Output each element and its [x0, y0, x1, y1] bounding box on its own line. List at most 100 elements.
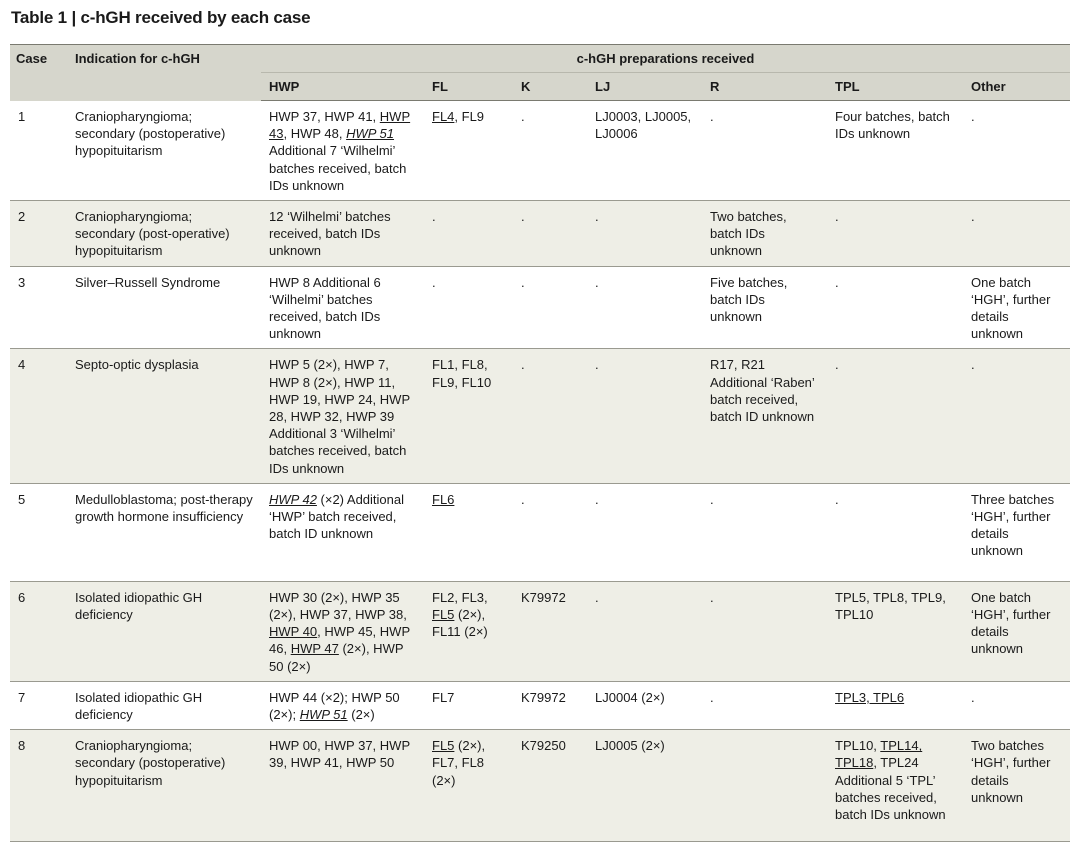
hwp-cell-segment: HWP 51: [346, 126, 395, 142]
tpl-cell-segment: Four batches, batch IDs unknown: [835, 109, 950, 142]
tpl-cell: .: [827, 200, 963, 267]
hwp-cell-segment: HWP 43: [269, 109, 411, 142]
table-row: 8 Craniopharyngioma; secondary (postopera…: [10, 729, 1070, 842]
fl-cell-segment: .: [432, 274, 436, 290]
k-cell: K79972: [513, 581, 587, 682]
fl-cell-segment: FL2, FL3,: [432, 589, 488, 605]
table-row: 1 Craniopharyngioma; secondary (postopera…: [10, 100, 1070, 202]
k-cell: K79972: [513, 681, 587, 731]
hwp-cell-segment: HWP 40: [269, 624, 318, 640]
header-fl: FL: [424, 72, 513, 101]
hwp-cell: HWP 42 (×2) Additional ‘HWP’ batch recei…: [261, 483, 424, 582]
r-cell: .: [702, 483, 827, 582]
tpl-cell: .: [827, 348, 963, 484]
hwp-cell: HWP 00, HWP 37, HWP 39, HWP 41, HWP 50: [261, 729, 424, 842]
hwp-cell-segment: HWP 8 Additional 6 ‘Wilhelmi’ batches re…: [269, 274, 381, 342]
table-row: 3 Silver–Russell Syndrome HWP 8 Additional…: [10, 266, 1070, 350]
hwp-cell-segment: HWP 42: [269, 491, 317, 507]
lj-cell: LJ0005 (2×): [587, 729, 702, 842]
indication-cell: Craniopharyngioma; secondary (postoperat…: [65, 729, 261, 842]
hwp-cell: HWP 37, HWP 41, HWP 43, HWP 48, HWP 51 A…: [261, 100, 424, 202]
case-number: 2: [10, 200, 65, 267]
tpl-cell: TPL5, TPL8, TPL9, TPL10: [827, 581, 963, 682]
case-number: 4: [10, 348, 65, 484]
fl-cell-segment: .: [432, 209, 436, 225]
lj-cell: .: [587, 483, 702, 582]
fl-cell-segment: FL7: [432, 689, 455, 705]
fl-cell-segment: FL5: [432, 738, 455, 754]
fl-cell: FL1, FL8, FL9, FL10: [424, 348, 513, 484]
tpl-cell: TPL10, TPL14, TPL18, TPL24 Additional 5 …: [827, 729, 963, 842]
r-cell: Five batches, batch IDs unknown: [702, 266, 827, 350]
indication-cell: Silver–Russell Syndrome: [65, 266, 261, 350]
tpl-cell-segment: .: [835, 209, 839, 225]
table-header: Case Indication for c-hGH c-hGH preparat…: [10, 44, 1070, 101]
other-cell: .: [963, 681, 1070, 731]
other-cell: One batch ‘HGH’, further details unknown: [963, 266, 1070, 350]
tpl-cell-segment: TPL5, TPL8, TPL9, TPL10: [835, 589, 946, 623]
other-cell: .: [963, 348, 1070, 484]
k-cell: .: [513, 348, 587, 484]
k-cell: .: [513, 483, 587, 582]
tpl-cell-segment: .: [835, 274, 839, 290]
hwp-cell-segment: 12 ‘Wilhelmi’ batches received, batch ID…: [269, 209, 391, 259]
indication-cell: Medulloblastoma; post-therapy growth hor…: [65, 483, 261, 582]
hwp-cell-segment: HWP 51: [299, 707, 348, 723]
hwp-cell-segment: (2×): [347, 707, 375, 723]
lj-cell: .: [587, 200, 702, 267]
table-row: 7 Isolated idiopathic GH deficiency HWP 44…: [10, 681, 1070, 731]
other-cell: .: [963, 200, 1070, 267]
fl-cell-segment: FL6: [432, 491, 455, 507]
header-indication: Indication for c-hGH: [65, 44, 261, 101]
tpl-cell: TPL3, TPL6: [827, 681, 963, 731]
hwp-cell: HWP 8 Additional 6 ‘Wilhelmi’ batches re…: [261, 266, 424, 350]
r-cell: [702, 729, 827, 842]
other-cell: Three batches ‘HGH’, further details unk…: [963, 483, 1070, 582]
hwp-cell-segment: , HWP 48,: [283, 126, 347, 142]
hwp-cell-segment: HWP 00, HWP 37, HWP 39, HWP 41, HWP 50: [269, 738, 410, 771]
hwp-cell-segment: HWP 47: [290, 641, 339, 657]
fl-cell: FL5 (2×), FL7, FL8 (2×): [424, 729, 513, 842]
tpl-cell: .: [827, 266, 963, 350]
hwp-cell-segment: HWP 5 (2×), HWP 7, HWP 8 (2×), HWP 11, H…: [269, 357, 410, 476]
case-number: 6: [10, 581, 65, 682]
hwp-cell-segment: (2×), HWP 50 (2×): [269, 641, 404, 674]
fl-cell: .: [424, 200, 513, 267]
lj-cell: LJ0004 (2×): [587, 681, 702, 731]
header-lj: LJ: [587, 72, 702, 101]
tpl-cell-segment: TPL3, TPL6: [835, 689, 905, 705]
case-number: 3: [10, 266, 65, 350]
header-k: K: [513, 72, 587, 101]
hwp-cell: HWP 44 (×2); HWP 50 (2×); HWP 51 (2×): [261, 681, 424, 731]
indication-cell: Septo-optic dysplasia: [65, 348, 261, 484]
tpl-cell-segment: , TPL24 Additional 5 ‘TPL’ batches recei…: [835, 755, 946, 823]
fl-cell: FL4, FL9: [424, 100, 513, 202]
hwp-cell-segment: HWP 30 (2×), HWP 35 (2×), HWP 37, HWP 38…: [269, 589, 407, 623]
fl-cell: FL6: [424, 483, 513, 582]
header-case: Case: [10, 44, 65, 101]
header-r: R: [702, 72, 827, 101]
indication-cell: Isolated idiopathic GH deficiency: [65, 581, 261, 682]
other-cell: .: [963, 100, 1070, 202]
case-number: 8: [10, 729, 65, 842]
fl-cell-segment: FL1, FL8, FL9, FL10: [432, 357, 492, 390]
case-number: 1: [10, 100, 65, 202]
table-row: 5 Medulloblastoma; post-therapy growth ho…: [10, 483, 1070, 582]
tpl-cell-segment: TPL10,: [835, 738, 881, 754]
hwp-cell-segment: HWP 44 (×2); HWP 50 (2×);: [269, 689, 400, 723]
k-cell: .: [513, 200, 587, 267]
k-cell: .: [513, 100, 587, 202]
hwp-cell-segment: HWP 37, HWP 41,: [269, 109, 380, 124]
hwp-cell: 12 ‘Wilhelmi’ batches received, batch ID…: [261, 200, 424, 267]
lj-cell: LJ0003, LJ0005, LJ0006: [587, 100, 702, 202]
fl-cell-segment: (2×), FL7, FL8 (2×): [432, 738, 486, 788]
tpl-cell: Four batches, batch IDs unknown: [827, 100, 963, 202]
header-hwp: HWP: [261, 72, 424, 101]
tpl-cell-segment: .: [835, 357, 839, 373]
hwp-cell: HWP 30 (2×), HWP 35 (2×), HWP 37, HWP 38…: [261, 581, 424, 682]
fl-cell-segment: (2×), FL11 (2×): [432, 607, 488, 640]
header-preparations-group: c-hGH preparations received: [261, 44, 1070, 73]
fl-cell-segment: , FL9: [454, 109, 485, 124]
indication-cell: Isolated idiopathic GH deficiency: [65, 681, 261, 731]
